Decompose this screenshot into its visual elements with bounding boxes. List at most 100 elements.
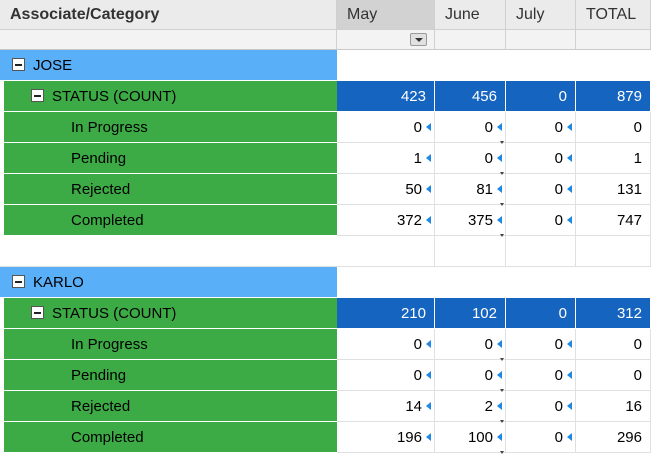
value-cell[interactable]: 210	[337, 298, 435, 329]
cell-value: 747	[616, 212, 642, 229]
drill-arrow-icon[interactable]	[567, 340, 572, 348]
cell-value: 2	[484, 398, 493, 415]
total-cell[interactable]: 131	[576, 174, 651, 205]
value-cell[interactable]: 50	[337, 174, 435, 205]
drill-arrow-icon[interactable]	[426, 340, 431, 348]
value-cell[interactable]: 0	[435, 360, 506, 392]
category-label: In Progress	[71, 336, 148, 353]
value-cell[interactable]: 2	[435, 391, 506, 423]
header-june[interactable]: June	[435, 0, 506, 30]
collapse-icon[interactable]	[12, 275, 25, 288]
cell-value: 0	[554, 212, 563, 229]
drill-arrow-icon[interactable]	[426, 216, 431, 224]
category-row: Pending 1 0 0 1	[0, 143, 654, 175]
value-cell[interactable]: 196	[337, 422, 435, 453]
value-cell[interactable]: 0	[506, 329, 576, 360]
cell-value: 0	[554, 429, 563, 446]
value-cell[interactable]: 0	[506, 112, 576, 143]
drill-arrow-icon[interactable]	[497, 402, 502, 410]
cell-value: 0	[554, 367, 563, 384]
drill-arrow-icon[interactable]	[567, 433, 572, 441]
value-cell[interactable]: 0	[337, 112, 435, 143]
category-label-cell: Rejected	[0, 391, 337, 422]
value-cell[interactable]: 375	[435, 205, 506, 237]
total-cell[interactable]: 747	[576, 205, 651, 236]
value-cell[interactable]: 0	[506, 143, 576, 174]
drill-arrow-icon[interactable]	[567, 154, 572, 162]
cell-value: 0	[554, 181, 563, 198]
drill-arrow-icon[interactable]	[497, 216, 502, 224]
drill-arrow-icon[interactable]	[567, 123, 572, 131]
drill-arrow-icon[interactable]	[426, 154, 431, 162]
total-cell[interactable]: 312	[576, 298, 651, 329]
drill-arrow-icon[interactable]	[567, 216, 572, 224]
value-cell[interactable]: 0	[337, 360, 435, 391]
value-cell[interactable]: 456	[435, 81, 506, 112]
category-label-cell: Rejected	[0, 174, 337, 205]
collapse-icon[interactable]	[31, 306, 44, 319]
value-cell[interactable]: 0	[506, 360, 576, 391]
dropdown-arrow-icon[interactable]	[410, 33, 427, 46]
drill-arrow-icon[interactable]	[567, 185, 572, 193]
filter-row-label	[0, 30, 337, 50]
spacer-cell	[506, 236, 576, 267]
spacer-cell	[435, 236, 506, 267]
collapse-icon[interactable]	[12, 58, 25, 71]
drill-arrow-icon[interactable]	[426, 123, 431, 131]
status-total-row: STATUS (COUNT) 423 456 0 879	[0, 81, 654, 112]
associate-name: KARLO	[33, 274, 84, 291]
cell-value: 81	[476, 181, 493, 198]
associate-label-cell: KARLO	[0, 267, 337, 298]
category-row: Completed 372 375 0 747	[0, 205, 654, 237]
drill-arrow-icon[interactable]	[497, 154, 502, 162]
drill-arrow-icon[interactable]	[567, 402, 572, 410]
total-cell[interactable]: 296	[576, 422, 651, 453]
drill-arrow-icon[interactable]	[567, 371, 572, 379]
header-may[interactable]: May	[337, 0, 435, 30]
value-cell[interactable]: 0	[506, 174, 576, 205]
value-cell[interactable]: 0	[506, 391, 576, 422]
collapse-icon[interactable]	[31, 89, 44, 102]
drill-arrow-icon[interactable]	[497, 340, 502, 348]
drill-arrow-icon[interactable]	[426, 402, 431, 410]
value-cell[interactable]: 0	[337, 329, 435, 360]
value-cell[interactable]: 100	[435, 422, 506, 454]
value-cell[interactable]: 0	[435, 329, 506, 361]
drill-arrow-icon[interactable]	[497, 123, 502, 131]
drill-arrow-icon[interactable]	[426, 371, 431, 379]
cell-value: 0	[558, 88, 567, 105]
value-cell[interactable]: 0	[435, 112, 506, 144]
value-cell[interactable]: 1	[337, 143, 435, 174]
total-cell[interactable]: 1	[576, 143, 651, 174]
category-row: In Progress 0 0 0 0	[0, 112, 654, 144]
value-cell[interactable]: 0	[506, 81, 576, 112]
category-row: Completed 196 100 0 296	[0, 422, 654, 454]
header-july[interactable]: July	[506, 0, 576, 30]
value-cell[interactable]: 0	[435, 143, 506, 175]
drill-arrow-icon[interactable]	[497, 433, 502, 441]
header-associate-category[interactable]: Associate/Category	[0, 0, 337, 30]
value-cell[interactable]: 0	[506, 298, 576, 329]
drill-arrow-icon[interactable]	[426, 185, 431, 193]
value-cell[interactable]: 14	[337, 391, 435, 422]
spacer-cell	[576, 236, 651, 267]
header-total[interactable]: TOTAL	[576, 0, 651, 30]
value-cell[interactable]: 423	[337, 81, 435, 112]
value-cell[interactable]: 372	[337, 205, 435, 236]
cell-value: 879	[616, 88, 642, 105]
drill-arrow-icon[interactable]	[426, 433, 431, 441]
value-cell[interactable]: 0	[506, 205, 576, 236]
total-cell[interactable]: 879	[576, 81, 651, 112]
cell-value: 0	[484, 367, 493, 384]
value-cell[interactable]: 0	[506, 422, 576, 453]
total-cell[interactable]: 0	[576, 112, 651, 143]
drill-arrow-icon[interactable]	[497, 371, 502, 379]
total-cell[interactable]: 0	[576, 360, 651, 391]
value-cell[interactable]: 81	[435, 174, 506, 206]
cell-value: 50	[405, 181, 422, 198]
value-cell[interactable]: 102	[435, 298, 506, 329]
total-cell[interactable]: 16	[576, 391, 651, 422]
total-cell[interactable]: 0	[576, 329, 651, 360]
cell-value: 210	[400, 305, 426, 322]
drill-arrow-icon[interactable]	[497, 185, 502, 193]
